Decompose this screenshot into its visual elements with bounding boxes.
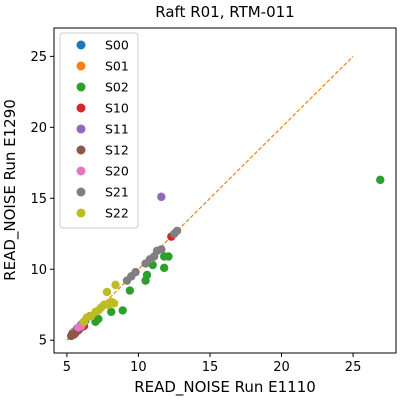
plot-frame (53, 27, 397, 354)
x-tick-label: 15 (202, 360, 219, 375)
legend-box (59, 32, 139, 229)
legend-marker-s02 (76, 82, 86, 92)
data-point-s11 (157, 192, 166, 202)
x-tick-label: 10 (130, 360, 147, 375)
x-tick-label: 20 (273, 360, 290, 375)
data-point-s21 (157, 245, 166, 254)
x-tick-label: 5 (63, 360, 71, 375)
legend-label-s22: S22 (105, 206, 129, 221)
chart-title: Raft R01, RTM-011 (155, 3, 294, 21)
legend: S00 S01 S02 S10 S11 S12 S20 S21 S22 (59, 32, 139, 229)
legend-marker-s21 (76, 187, 86, 197)
data-point-s02 (107, 307, 116, 317)
legend-marker-s11 (76, 124, 86, 134)
y-tick-label: 10 (30, 263, 47, 278)
x-tick-label: 25 (345, 360, 362, 375)
data-point-s02 (142, 270, 152, 280)
y-tick-label: 5 (39, 334, 47, 349)
legend-label-s12: S12 (105, 143, 129, 158)
legend-marker-s01 (76, 61, 86, 71)
data-point-s22 (111, 280, 120, 290)
data-point-s02 (159, 263, 169, 273)
legend-marker-s20 (76, 166, 86, 176)
data-point-s22 (109, 299, 119, 308)
legend-label-s00: S00 (105, 38, 129, 53)
legend-label-s11: S11 (105, 122, 129, 137)
legend-label-s01: S01 (105, 59, 129, 74)
data-point-s02 (118, 306, 127, 315)
data-point-s02 (125, 286, 135, 295)
data-point-s22 (102, 287, 112, 297)
y-tick-label: 25 (30, 50, 47, 65)
legend-marker-s00 (76, 40, 86, 50)
axis-ticks: 5 10 15 20 25 5 10 15 20 25 (30, 50, 361, 375)
y-tick-label: 15 (30, 192, 47, 207)
plot-area (66, 55, 385, 341)
data-point-s21 (131, 267, 140, 277)
x-axis-label: READ_NOISE Run E1110 (134, 378, 316, 397)
legend-label-s02: S02 (105, 80, 129, 95)
y-tick-label: 20 (30, 121, 47, 136)
reference-line (66, 55, 354, 341)
legend-marker-s10 (76, 103, 86, 113)
legend-marker-s12 (76, 145, 86, 155)
data-point-s02 (94, 314, 103, 324)
legend-label-s20: S20 (105, 164, 129, 179)
y-axis-label: READ_NOISE Run E1290 (1, 99, 20, 281)
legend-marker-s22 (76, 208, 86, 218)
data-point-s21 (172, 226, 182, 236)
data-point-s02 (164, 252, 173, 261)
data-point-s02 (376, 175, 385, 185)
legend-label-s10: S10 (105, 101, 129, 116)
legend-label-s21: S21 (105, 185, 129, 200)
